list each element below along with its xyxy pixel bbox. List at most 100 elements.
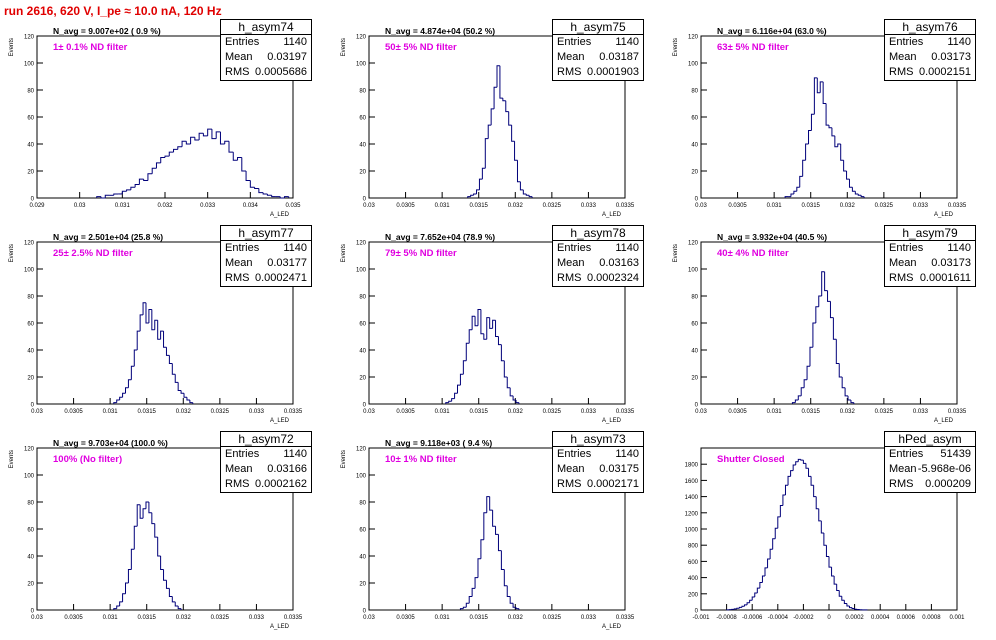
histogram-bin (526, 194, 529, 195)
y-tick-label: 100 (688, 62, 699, 68)
histogram-bin (123, 393, 126, 397)
histogram-bin (510, 597, 513, 604)
x-tick-label: 0.0335 (616, 409, 635, 415)
histogram-bin (841, 144, 844, 160)
stats-value: 0.000209 (925, 477, 971, 492)
y-axis-label: Events (341, 244, 347, 262)
y-tick-label: 80 (359, 295, 366, 301)
histogram-bin (823, 82, 826, 104)
histogram-bin (520, 182, 523, 190)
histogram-bin (169, 355, 172, 363)
histogram-bin (482, 168, 485, 179)
histogram-bin (506, 101, 509, 112)
histogram-bin (847, 604, 850, 606)
stats-value: 1140 (947, 35, 971, 50)
histogram-bin (775, 528, 778, 539)
x-axis-label: A_LED (270, 624, 290, 630)
stats-label: Entries (889, 241, 923, 256)
y-tick-label: 40 (359, 143, 366, 149)
stats-box-title: hPed_asym (885, 432, 975, 447)
y-tick-label: 40 (27, 143, 34, 149)
histogram-bin (794, 191, 797, 194)
filter-label: 50± 5% ND filter (385, 42, 457, 53)
histogram-bin (783, 495, 786, 506)
histogram-bin (739, 607, 742, 608)
histogram-bin (175, 602, 178, 606)
stats-value: 0.03173 (931, 50, 971, 65)
x-axis-label: A_LED (270, 418, 290, 424)
x-axis-label: A_LED (602, 212, 622, 218)
x-tick-label: 0.03 (31, 615, 43, 621)
stats-value: 0.03175 (599, 462, 639, 477)
x-tick-label: 0.031 (767, 409, 783, 415)
histogram-bin (178, 147, 182, 150)
histogram-bin (747, 603, 750, 605)
histogram-bin (187, 397, 190, 400)
x-tick-label: 0.031 (115, 203, 131, 209)
y-tick-label: 60 (27, 322, 34, 328)
histogram-bin (832, 567, 835, 576)
histogram-bin (824, 533, 827, 545)
filter-label: Shutter Closed (717, 454, 785, 465)
x-tick-label: 0.03 (695, 409, 707, 415)
x-tick-label: 0.033 (913, 203, 929, 209)
histogram-bin (833, 318, 836, 340)
x-axis-label: A_LED (602, 418, 622, 424)
histogram-bin (134, 350, 137, 366)
histogram-bin (852, 187, 855, 191)
histogram-bin (216, 132, 220, 139)
x-tick-label: 0.0325 (211, 409, 230, 415)
x-tick-label: 0.0002 (845, 615, 864, 621)
x-tick-label: 0.0335 (284, 409, 303, 415)
y-tick-label: 100 (356, 474, 367, 480)
stats-value: 0.03163 (599, 256, 639, 271)
stats-label: RMS (557, 271, 581, 286)
y-tick-label: 60 (359, 322, 366, 328)
histogram-bin (493, 510, 496, 526)
histogram-bin (155, 524, 158, 538)
x-tick-label: 0.0305 (396, 615, 415, 621)
histogram-bin (463, 361, 466, 375)
y-tick-label: 60 (27, 116, 34, 122)
histogram-bin (515, 141, 518, 160)
histogram-bin (839, 364, 842, 378)
histogram-bin (229, 141, 233, 152)
stats-value: 1140 (283, 241, 307, 256)
x-tick-label: 0.0325 (875, 203, 894, 209)
stats-label: Entries (557, 447, 591, 462)
y-tick-label: 0 (695, 609, 699, 615)
histogram-bin (131, 366, 134, 380)
histogram-bin (220, 132, 224, 144)
histogram-bin (458, 385, 461, 393)
x-tick-label: 0.032 (840, 203, 856, 209)
y-tick-label: 100 (24, 62, 35, 68)
histogram-bin (795, 400, 798, 403)
histogram-bin (101, 197, 105, 198)
histogram-bin (791, 471, 794, 477)
y-tick-label: 0 (31, 403, 35, 409)
histogram-bin (472, 588, 475, 596)
histogram-bin (131, 187, 135, 190)
histogram-bin (128, 570, 131, 584)
stats-label: Mean (225, 256, 253, 271)
x-tick-label: 0.0315 (802, 203, 821, 209)
stats-label: Entries (557, 35, 591, 50)
y-tick-label: 40 (691, 143, 698, 149)
histogram-bin (516, 607, 519, 608)
histogram-bin (143, 509, 146, 518)
histogram-bin (829, 125, 832, 128)
histogram-bin (140, 315, 143, 331)
histogram-bin (811, 476, 814, 485)
x-tick-label: 0.0305 (728, 409, 747, 415)
